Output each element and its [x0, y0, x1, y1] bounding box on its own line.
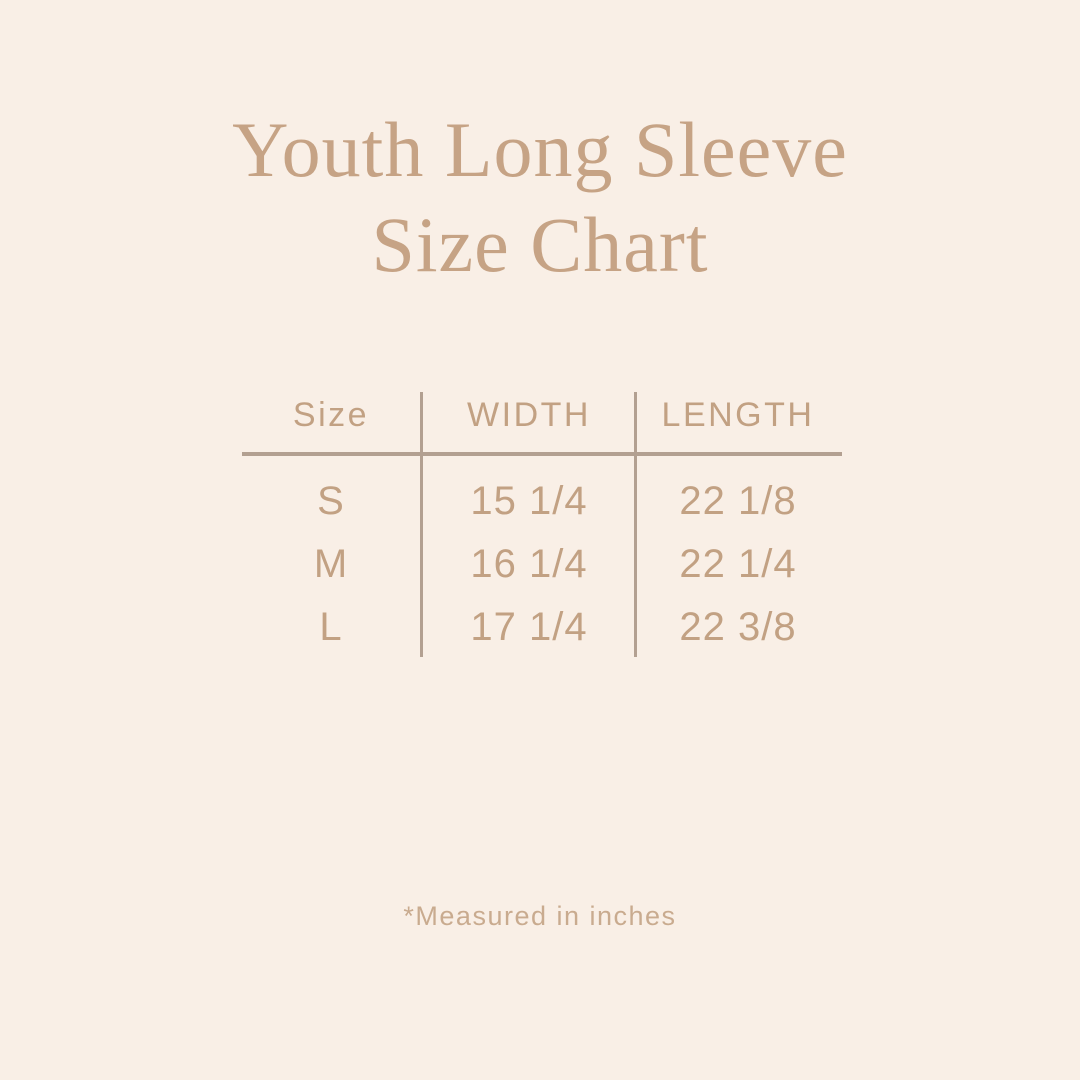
- table-row-l-length: 22 3/8: [679, 605, 797, 649]
- table-row-m-size: M: [313, 542, 349, 586]
- table-spacer: [240, 445, 422, 470]
- table-row-m-width: 16 1/4: [470, 542, 588, 586]
- size-table: Size WIDTH LENGTH S 15 1/4 22 1/8 M 16 1…: [240, 385, 842, 659]
- page-title-line-1: Youth Long Sleeve: [232, 106, 848, 193]
- table-column-divider-1: [420, 392, 423, 657]
- table-header-divider: [242, 452, 842, 456]
- table-row-s-size: S: [317, 479, 345, 523]
- column-header-length: LENGTH: [661, 395, 815, 434]
- table-row-l-size: L: [319, 605, 343, 649]
- table-column-divider-2: [634, 392, 637, 657]
- measurement-footnote: *Measured in inches: [403, 901, 677, 931]
- column-header-width: WIDTH: [467, 395, 591, 434]
- table-row-s-width: 15 1/4: [470, 479, 588, 523]
- page-title: Youth Long Sleeve Size Chart: [0, 102, 1080, 292]
- column-header-size: Size: [292, 395, 370, 434]
- page-title-line-2: Size Chart: [371, 201, 709, 289]
- table-row-l-width: 17 1/4: [470, 605, 588, 649]
- table-spacer: [422, 445, 636, 470]
- table-row-s-length: 22 1/8: [679, 479, 797, 523]
- table-row-m-length: 22 1/4: [679, 542, 797, 586]
- table-spacer: [636, 445, 840, 470]
